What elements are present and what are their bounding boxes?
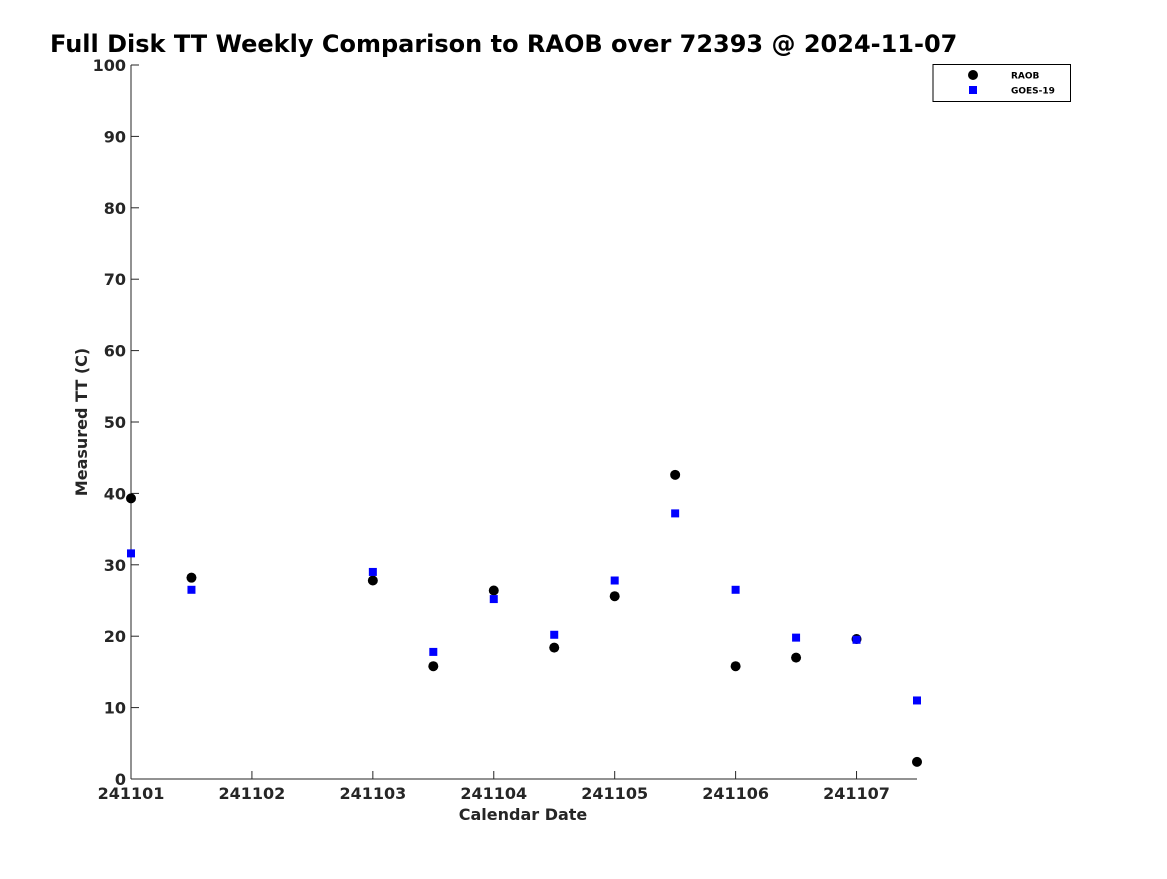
data-series xyxy=(126,469,922,767)
legend-entries: RAOB GOES-19 xyxy=(968,70,1055,97)
legend-box xyxy=(932,64,1071,102)
raob-data-point xyxy=(670,469,681,480)
x-tick-label: 241103 xyxy=(339,784,406,803)
raob-data-point xyxy=(912,756,922,767)
goes-data-point xyxy=(671,509,680,518)
goes-data-point xyxy=(550,630,559,639)
x-tick-label: 241107 xyxy=(823,784,890,803)
series-raob xyxy=(126,469,922,767)
y-tick-label: 80 xyxy=(104,199,126,218)
raob-data-point xyxy=(791,652,802,663)
legend-label: RAOB xyxy=(1011,72,1040,82)
goes-data-point xyxy=(187,585,196,594)
x-tick-label: 241105 xyxy=(581,784,648,803)
chart-title: Full Disk TT Weekly Comparison to RAOB o… xyxy=(50,30,957,58)
goes-data-point xyxy=(792,633,801,642)
y-tick-label: 0 xyxy=(115,770,126,789)
raob-data-point xyxy=(367,575,378,586)
x-axis-label: Calendar Date xyxy=(459,805,588,824)
y-axis-ticks: 0 10 20 30 40 50 60 70 80 90 100 xyxy=(93,56,139,789)
plot-area xyxy=(130,65,917,780)
raob-data-point xyxy=(488,585,499,596)
x-tick-label: 241101 xyxy=(98,784,165,803)
y-tick-label: 50 xyxy=(104,413,126,432)
goes-data-point xyxy=(127,549,135,558)
raob-data-point xyxy=(549,642,560,653)
x-tick-label: 241104 xyxy=(460,784,527,803)
raob-data-point xyxy=(428,661,439,672)
y-tick-label: 90 xyxy=(104,127,126,146)
y-tick-label: 20 xyxy=(104,627,126,646)
y-tick-label: 70 xyxy=(104,270,126,289)
legend: RAOB GOES-19 xyxy=(932,64,1071,102)
y-tick-label: 30 xyxy=(104,556,126,575)
legend-raob-marker xyxy=(968,70,978,80)
raob-data-point xyxy=(609,591,620,602)
y-tick-label: 40 xyxy=(104,484,126,503)
legend-label: GOES-19 xyxy=(1011,87,1055,97)
y-tick-label: 60 xyxy=(104,342,126,361)
series-goes-19 xyxy=(127,509,921,705)
x-axis-ticks: 241101 241102 241103 241104 241105 241106 2411… xyxy=(98,771,890,803)
y-axis-label: Measured TT (C) xyxy=(72,348,91,496)
goes-data-point xyxy=(913,696,921,705)
x-tick-label: 241102 xyxy=(219,784,286,803)
raob-data-point xyxy=(730,661,741,672)
goes-data-point xyxy=(852,635,861,644)
goes-data-point xyxy=(429,647,438,656)
raob-data-point xyxy=(126,493,136,504)
x-tick-label: 241106 xyxy=(702,784,769,803)
raob-data-point xyxy=(186,572,197,583)
goes-data-point xyxy=(368,567,377,576)
goes-data-point xyxy=(610,576,619,585)
legend-goes-marker xyxy=(969,86,977,94)
goes-data-point xyxy=(731,585,740,594)
y-tick-label: 100 xyxy=(93,56,126,75)
goes-data-point xyxy=(489,595,498,604)
y-tick-label: 10 xyxy=(104,699,126,718)
